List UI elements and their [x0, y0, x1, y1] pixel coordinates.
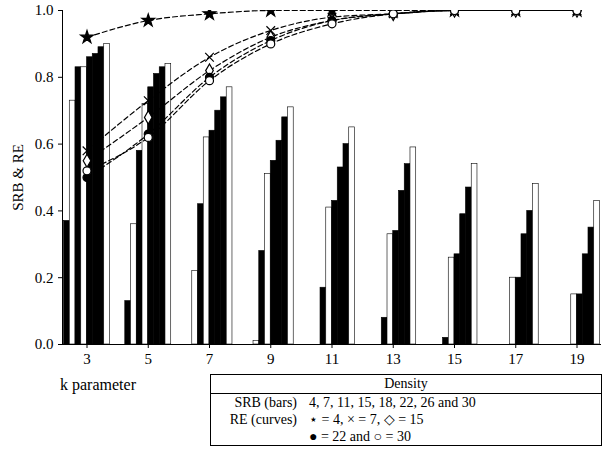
- svg-text:3: 3: [83, 351, 91, 367]
- svg-text:SRB & RE: SRB & RE: [10, 144, 26, 211]
- html-text:⋆ = 4, × = 7, ◇ = 15: ⋆ = 4, × = 7, ◇ = 15: [309, 412, 424, 427]
- svg-text:11: 11: [325, 351, 339, 367]
- svg-text:0.0: 0.0: [35, 336, 54, 352]
- html-text:RE (curves): RE (curves): [229, 412, 297, 427]
- svg-text:15: 15: [447, 351, 462, 367]
- svg-text:0.8: 0.8: [35, 69, 54, 85]
- html-text:SRB (bars): SRB (bars): [234, 395, 297, 410]
- html-text:4, 7, 11, 15, 18, 22, 26 and 3: 4, 7, 11, 15, 18, 22, 26 and 30: [309, 395, 476, 410]
- svg-text:7: 7: [206, 351, 214, 367]
- html-text:● = 22 and ○ = 30: ● = 22 and ○ = 30: [309, 429, 411, 444]
- html-text:k parameter: k parameter: [60, 376, 136, 393]
- svg-text:5: 5: [145, 351, 153, 367]
- svg-text:13: 13: [386, 351, 401, 367]
- html-text:Density: Density: [384, 376, 428, 391]
- svg-text:0.6: 0.6: [35, 136, 54, 152]
- svg-text:19: 19: [570, 351, 585, 367]
- svg-text:17: 17: [508, 351, 524, 367]
- svg-text:0.4: 0.4: [35, 203, 54, 219]
- svg-text:9: 9: [267, 351, 275, 367]
- svg-text:1.0: 1.0: [35, 2, 54, 18]
- svg-text:0.2: 0.2: [35, 270, 54, 286]
